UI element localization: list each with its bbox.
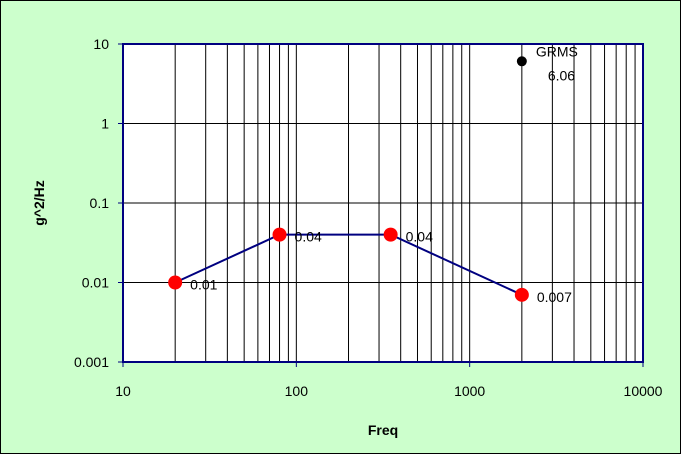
data-label: 0.007 [537,289,572,305]
x-tick-label: 10000 [624,383,663,399]
y-axis-title: g^2/Hz [31,180,47,226]
data-point [514,287,529,302]
x-tick-label: 100 [285,383,309,399]
data-point [272,227,287,242]
x-tick-label: 1000 [454,383,485,399]
data-point [383,227,398,242]
series-line [174,233,523,296]
y-tick-label: 0.1 [90,195,110,211]
grid-lines [123,44,643,362]
grms-annotation: GRMS 6.06 [516,43,578,83]
tick-labels: 10 100 1000 10000 0.001 0.01 0.1 1 10 [74,36,663,399]
grms-value: 6.06 [548,67,575,83]
x-axis-title: Freq [368,422,398,438]
data-point [168,275,183,290]
data-label: 0.01 [190,277,217,293]
data-label: 0.04 [295,229,322,245]
y-tick-label: 0.001 [74,354,109,370]
y-tick-label: 1 [101,116,109,132]
grms-label: GRMS [536,43,578,59]
data-label: 0.04 [406,229,433,245]
x-tick-label: 10 [115,383,131,399]
grms-marker [516,56,527,67]
data-series: 0.01 0.04 0.04 0.007 [168,227,572,305]
y-tick-label: 0.01 [82,275,109,291]
y-tick-label: 10 [93,36,109,52]
